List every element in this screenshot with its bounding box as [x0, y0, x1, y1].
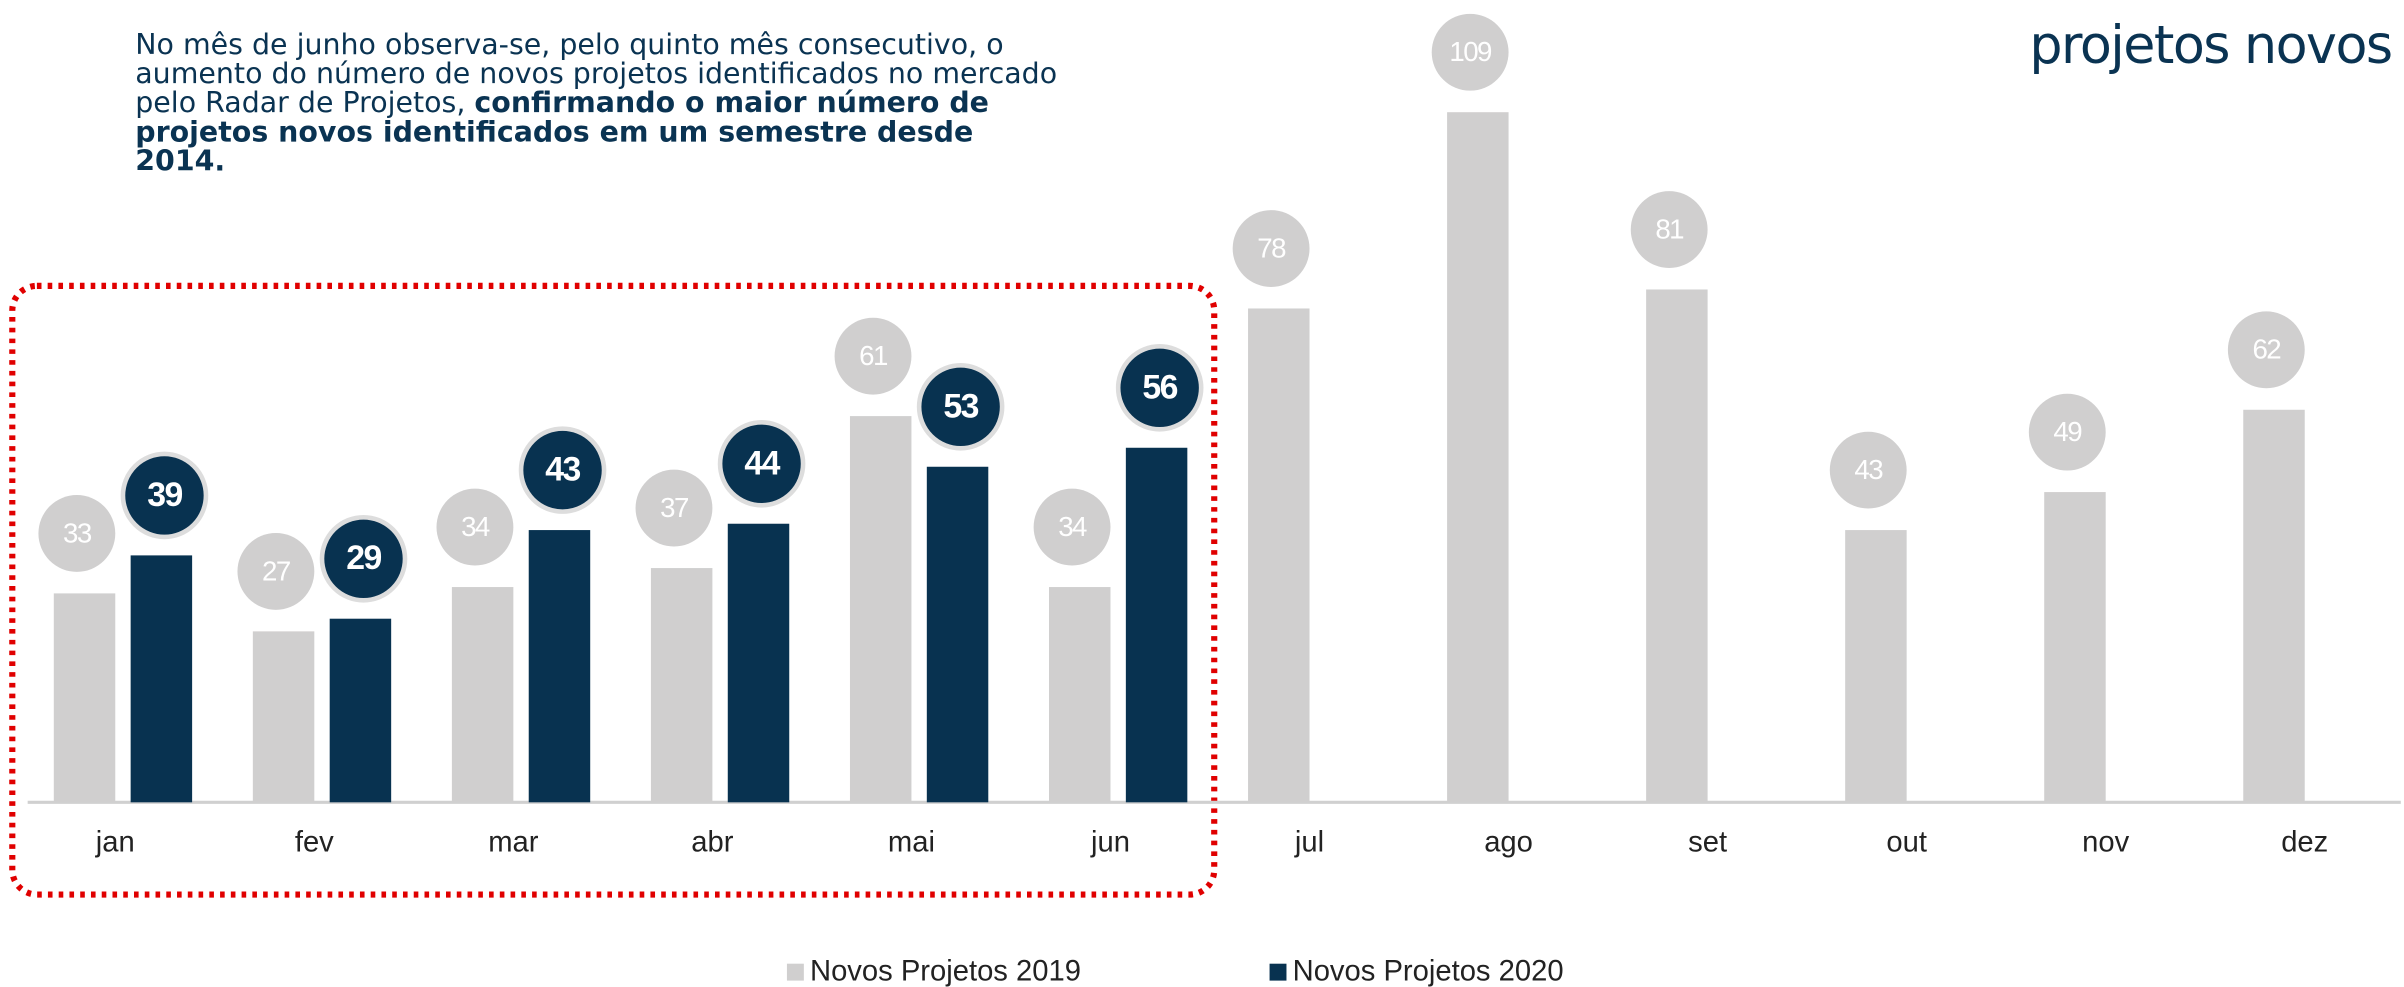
x-tick-label: fev: [295, 827, 334, 859]
value-label: 44: [744, 444, 780, 482]
bar: [1646, 289, 1708, 803]
value-bubble: [1115, 344, 1204, 432]
bar: [1845, 530, 1907, 803]
value-bubble: [1232, 210, 1310, 287]
value-label: 27: [262, 555, 290, 586]
value-bubble: [2227, 311, 2305, 389]
value-label: 33: [63, 517, 92, 548]
value-bubble: [717, 419, 806, 508]
value-bubble: [834, 317, 912, 395]
value-label: 56: [1142, 368, 1177, 406]
value-label: 34: [1058, 511, 1087, 542]
legend-swatch: [786, 963, 804, 981]
bar: [329, 618, 392, 803]
value-label: 78: [1257, 232, 1286, 263]
value-label: 53: [943, 387, 978, 425]
bar: [849, 416, 912, 803]
value-label: 29: [346, 539, 381, 577]
note-bold: confirmando o maior número de projetos n…: [135, 87, 989, 179]
x-tick-label: nov: [2082, 827, 2129, 859]
bar: [926, 466, 989, 803]
value-label: 81: [1655, 213, 1684, 244]
value-label: 43: [1854, 454, 1883, 485]
value-bubble: [635, 469, 713, 547]
x-tick-label: jul: [1294, 827, 1324, 859]
x-tick-label: ago: [1484, 827, 1533, 859]
legend-label: Novos Projetos 2020: [1293, 956, 1564, 987]
value-bubble: [319, 514, 408, 603]
value-label: 43: [545, 451, 580, 489]
annotation: No mês de junho observa-se, pelo quinto …: [135, 31, 1057, 177]
x-tick-label: mai: [888, 827, 935, 859]
bar: [650, 568, 713, 803]
value-bubble: [518, 426, 607, 514]
bar: [1125, 447, 1188, 803]
x-tick-label: mar: [488, 827, 539, 859]
value-bubble: [38, 495, 116, 572]
x-tick-label: set: [1688, 827, 1727, 859]
bar: [528, 530, 591, 803]
value-bubble: [916, 363, 1005, 451]
value-label: 61: [859, 340, 888, 371]
value-bubble: [436, 488, 514, 566]
bar: [252, 631, 315, 803]
x-tick-label: jun: [1090, 827, 1130, 859]
value-bubble: [2028, 393, 2106, 471]
chart-title: projetos novos: [2029, 15, 2393, 77]
value-label: 37: [660, 492, 688, 523]
note-text: No mês de junho observa-se, pelo quinto …: [135, 29, 1058, 120]
value-bubble: [1829, 431, 1907, 509]
x-tick-label: abr: [691, 827, 733, 859]
value-label: 34: [461, 511, 490, 542]
value-bubble: [1431, 13, 1509, 91]
legend-swatch: [1269, 963, 1287, 981]
value-label: 39: [147, 476, 182, 514]
value-label: 109: [1449, 36, 1492, 67]
bar: [1248, 308, 1310, 803]
bar: [727, 523, 790, 803]
bar: [53, 593, 116, 803]
value-label: 49: [2053, 416, 2082, 447]
bar: [130, 555, 193, 803]
bar: [1049, 587, 1111, 803]
x-tick-label: jan: [95, 827, 135, 859]
value-bubble: [237, 533, 315, 610]
bar: [1447, 112, 1509, 803]
legend-label: Novos Projetos 2019: [810, 956, 1081, 987]
value-bubble: [120, 451, 209, 540]
value-label: 62: [2252, 334, 2280, 365]
value-bubble: [1033, 488, 1111, 566]
bar: [451, 587, 514, 803]
value-bubble: [1630, 191, 1708, 268]
bar: [2243, 409, 2305, 803]
bar: [2044, 492, 2106, 803]
x-tick-label: dez: [2281, 827, 2328, 859]
x-tick-label: out: [1886, 827, 1927, 859]
